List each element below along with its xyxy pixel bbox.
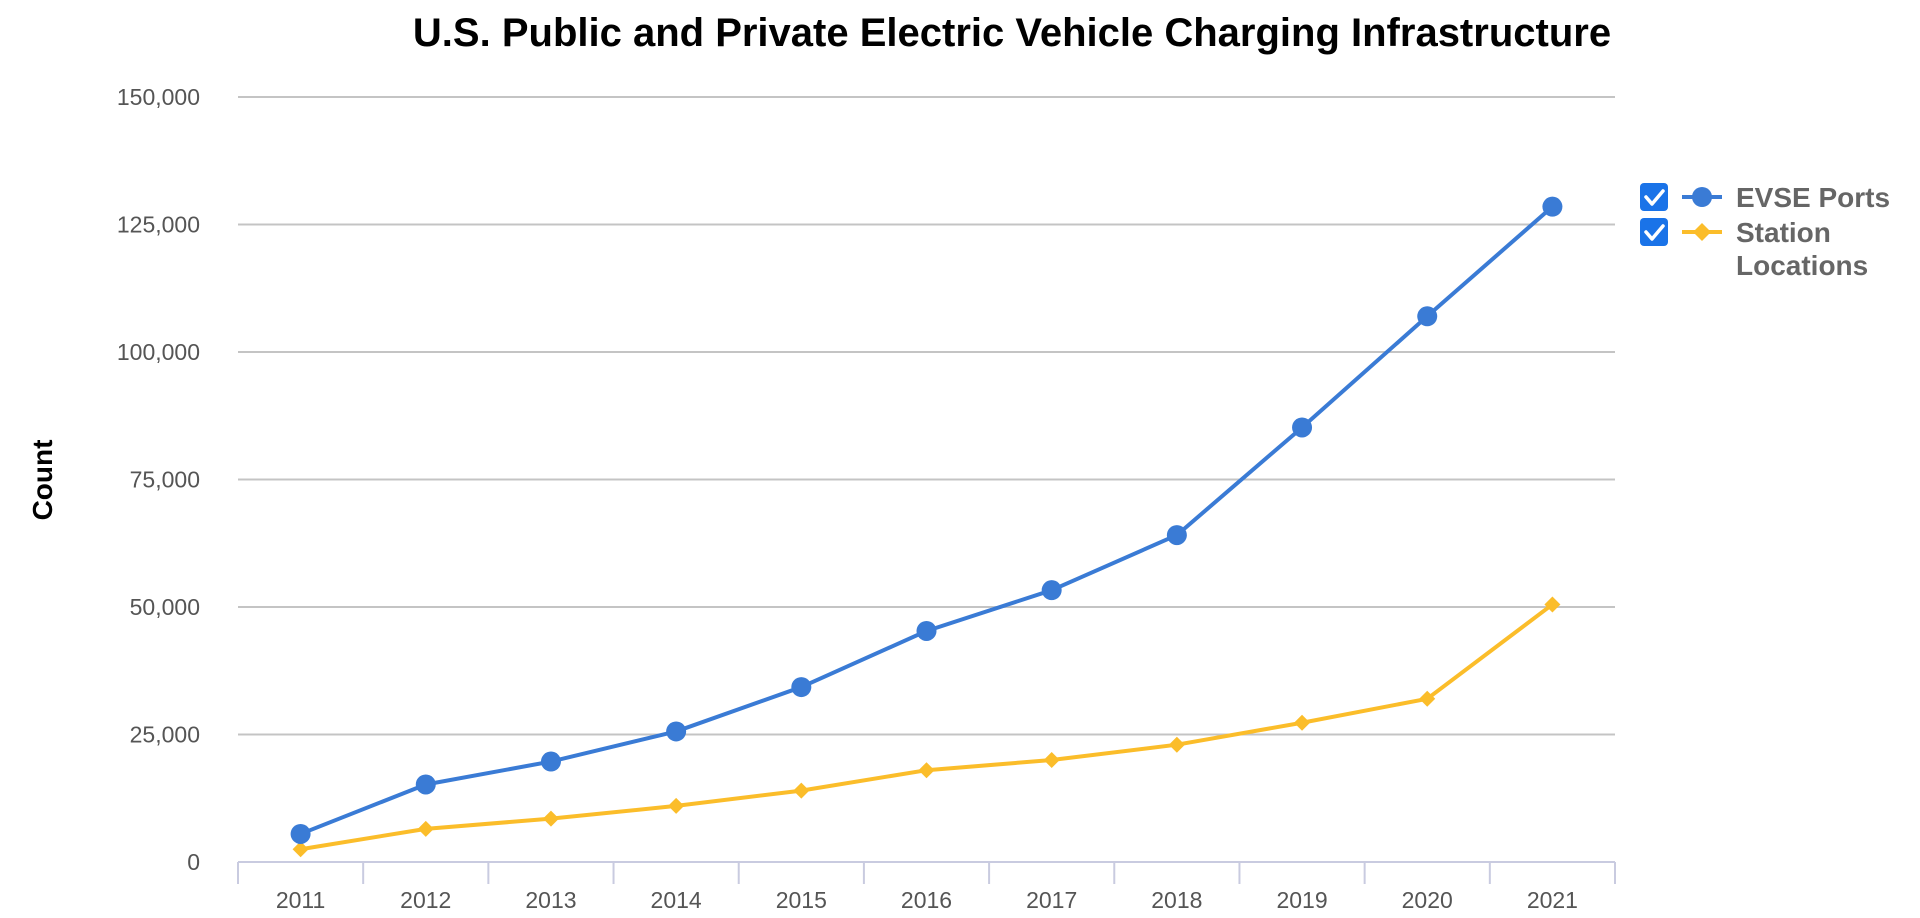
data-point	[916, 620, 937, 641]
data-point	[290, 823, 311, 844]
x-tick-label: 2016	[901, 887, 952, 913]
y-tick-label: 50,000	[130, 594, 200, 620]
data-point	[1166, 525, 1187, 546]
chart-title: U.S. Public and Private Electric Vehicle…	[413, 11, 1611, 55]
data-point	[292, 841, 309, 858]
data-point	[1542, 196, 1563, 217]
x-tick-label: 2018	[1151, 887, 1202, 913]
data-point	[1292, 417, 1313, 438]
data-point	[540, 751, 561, 772]
x-tick-label: 2017	[1026, 887, 1077, 913]
checkbox-checked-icon	[1640, 218, 1668, 246]
x-tick-label: 2012	[400, 887, 451, 913]
y-axis-ticks: 0 25,000 50,000 75,000 100,000 125,000 150,000	[117, 84, 200, 875]
data-point	[1417, 306, 1438, 327]
x-axis	[237, 861, 1616, 884]
x-tick-label: 2020	[1402, 887, 1453, 913]
series-group	[290, 196, 1563, 858]
y-tick-label: 25,000	[130, 722, 200, 748]
y-tick-label: 0	[187, 849, 200, 875]
data-point	[417, 820, 434, 837]
data-point	[1041, 580, 1062, 601]
legend: EVSE Ports Station Locations	[1640, 182, 1890, 281]
data-point	[791, 677, 812, 698]
y-axis-label: Count	[27, 440, 58, 521]
data-point	[793, 782, 810, 799]
x-tick-label: 2019	[1276, 887, 1327, 913]
legend-item: EVSE Ports	[1640, 182, 1890, 213]
data-point	[1294, 714, 1311, 731]
data-point	[542, 810, 559, 827]
x-tick-label: 2013	[525, 887, 576, 913]
data-point	[1043, 752, 1060, 768]
legend-marker	[1692, 187, 1712, 207]
legend-label: EVSE Ports	[1736, 182, 1890, 213]
data-point	[666, 721, 687, 742]
y-tick-label: 100,000	[117, 339, 200, 365]
x-tick-label: 2021	[1527, 887, 1578, 913]
data-point	[1168, 736, 1185, 753]
x-tick-label: 2015	[776, 887, 827, 913]
y-tick-label: 150,000	[117, 84, 200, 110]
gridlines	[238, 96, 1615, 736]
y-tick-label: 75,000	[130, 467, 200, 493]
data-point	[1419, 690, 1436, 707]
checkbox-checked-icon	[1640, 183, 1668, 211]
checkmark-icon	[1644, 224, 1665, 241]
legend-item: Station Locations	[1640, 217, 1868, 281]
data-point	[918, 762, 935, 779]
x-tick-label: 2011	[276, 887, 325, 913]
data-point	[668, 797, 685, 814]
series-line	[299, 205, 1554, 836]
legend-marker	[1693, 223, 1711, 241]
checkmark-icon	[1644, 189, 1665, 206]
y-tick-label: 125,000	[117, 212, 200, 238]
x-axis-ticks: 2011 2012 2013 2014 2015 2016 2017 2018 2019 2020…	[276, 887, 1578, 913]
data-point	[415, 774, 436, 795]
series-line	[300, 602, 1554, 852]
legend-label: Station Locations	[1736, 217, 1868, 281]
data-point	[1544, 596, 1561, 613]
x-tick-label: 2014	[651, 887, 702, 913]
